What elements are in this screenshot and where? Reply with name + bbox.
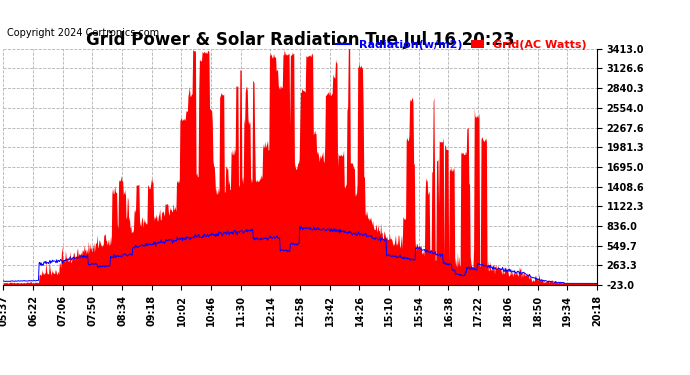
Legend: Radiation(w/m2), Grid(AC Watts): Radiation(w/m2), Grid(AC Watts) [332, 35, 591, 54]
Text: Copyright 2024 Certronics.com: Copyright 2024 Certronics.com [7, 27, 159, 38]
Title: Grid Power & Solar Radiation Tue Jul 16 20:23: Grid Power & Solar Radiation Tue Jul 16 … [86, 31, 515, 49]
